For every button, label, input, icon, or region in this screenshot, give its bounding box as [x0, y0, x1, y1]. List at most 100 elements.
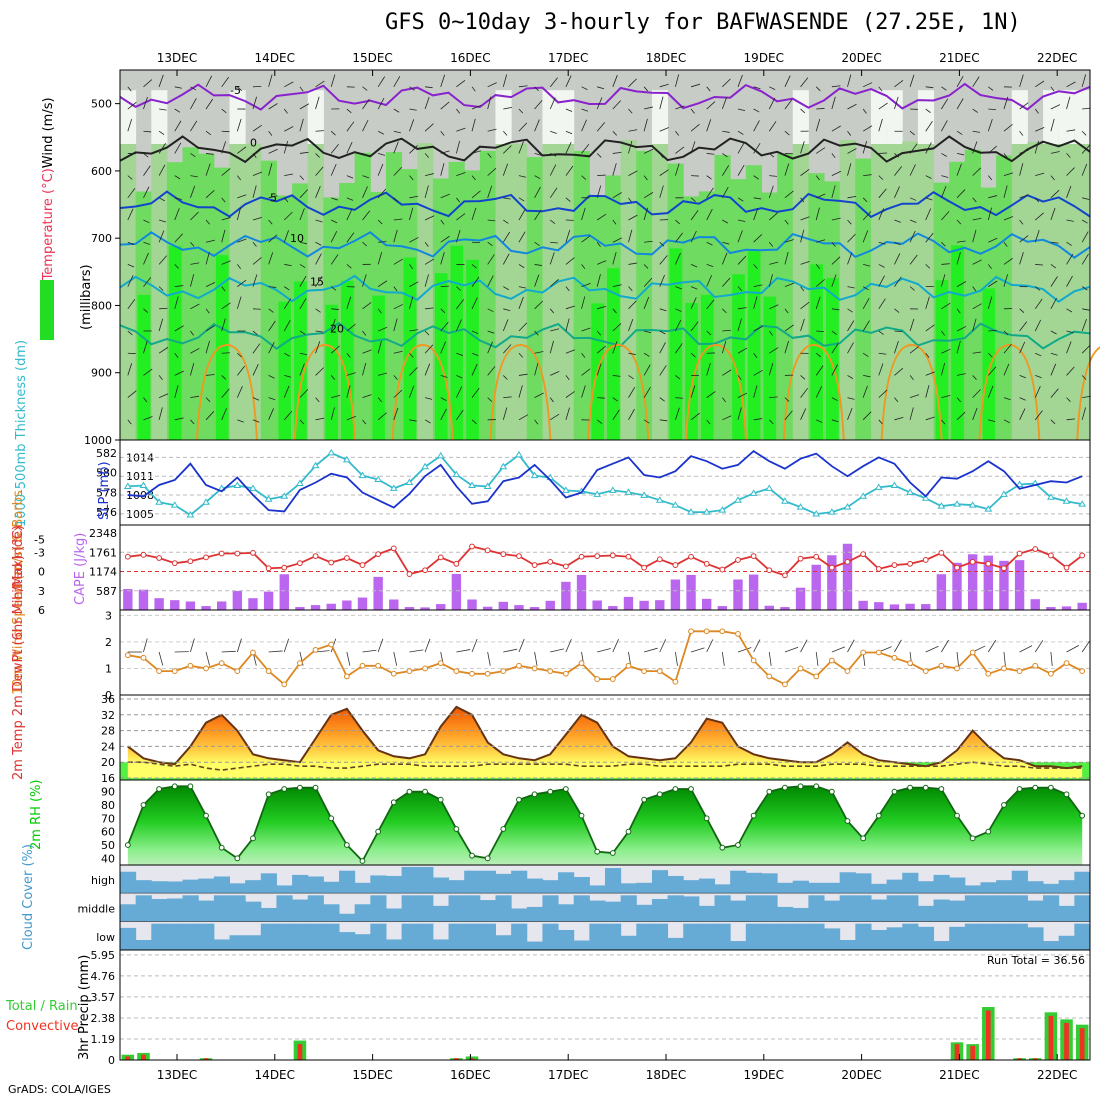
- wind-barb: [424, 215, 435, 221]
- wind-barb: [236, 386, 243, 398]
- surface-wind-barb: [409, 649, 424, 653]
- lifted-index-point: [390, 545, 397, 552]
- wind-barb: [565, 318, 570, 332]
- precip-tick: 1.19: [91, 1033, 116, 1046]
- wind-barb: [831, 330, 837, 335]
- slp-ylabel: SLP (mb): [97, 461, 112, 520]
- y-tick-label: 1000: [84, 434, 112, 447]
- lifted-index-point: [234, 550, 241, 557]
- lifted-index-point: [1079, 552, 1086, 559]
- cloud-bar: [198, 923, 215, 950]
- wind-barb: [1081, 231, 1089, 243]
- wind-speed-point: [735, 631, 741, 637]
- rh-column: [573, 151, 590, 441]
- surface-wind-barb: [847, 639, 855, 653]
- wind-barb: [362, 362, 367, 376]
- wind-barb: [847, 103, 857, 110]
- wind-barb: [956, 163, 962, 176]
- cloud-bar: [1011, 895, 1028, 922]
- wind-barb: [284, 375, 292, 378]
- wind-barb: [237, 86, 242, 91]
- wind-barb: [534, 209, 542, 221]
- wind-speed-point: [312, 646, 319, 653]
- date-label-bottom: 15DEC: [352, 1068, 392, 1082]
- wind-barb: [800, 197, 805, 203]
- surface-wind-barb: [158, 651, 164, 666]
- wind-barb: [252, 419, 260, 423]
- wind-barb: [550, 241, 558, 244]
- wind-barb: [1050, 388, 1059, 398]
- slp-tick: 1014: [126, 451, 154, 464]
- wind-barb: [722, 241, 730, 245]
- wind-barb: [1082, 197, 1090, 200]
- wind-barb: [925, 371, 935, 376]
- credit-label: GrADS: COLA/IGES: [8, 1083, 111, 1096]
- wind-barb: [659, 308, 667, 312]
- surface-wind-barb: [941, 639, 949, 653]
- cloud-row-label: high: [91, 874, 115, 887]
- wind-barb: [362, 119, 369, 132]
- wind-barb: [299, 151, 309, 154]
- rh-column-saturated: [732, 274, 745, 440]
- wind-barb: [987, 296, 993, 309]
- wind-barb: [440, 101, 450, 110]
- wind-barb: [831, 170, 842, 176]
- lifted-index-point: [250, 549, 256, 556]
- cape-bar: [170, 600, 180, 610]
- wind-speed-point: [422, 665, 428, 672]
- wind-barb: [346, 197, 354, 201]
- wind-barb: [565, 141, 572, 154]
- wind-barb: [722, 277, 731, 287]
- wind-barb: [909, 375, 914, 380]
- wind-barb: [174, 285, 184, 288]
- wind-barb: [988, 86, 994, 91]
- lifted-index-point: [766, 567, 773, 574]
- thickness-point: [1062, 497, 1071, 504]
- rh-column-saturated: [826, 278, 839, 440]
- cloud-bar: [464, 923, 481, 950]
- wind-barb: [675, 397, 684, 399]
- wind-speed-point: [672, 678, 679, 685]
- wind-barb: [972, 375, 977, 380]
- cape-tick: 587: [96, 585, 117, 598]
- wind-barb: [831, 241, 836, 247]
- wind-barb: [831, 256, 841, 265]
- wind-barb: [612, 251, 617, 265]
- cloud-bar: [292, 874, 309, 894]
- wind-barb: [221, 408, 227, 420]
- wind-barb: [205, 75, 213, 88]
- rh-point: [907, 784, 913, 791]
- wind-barb: [487, 366, 496, 376]
- surface-wind-barb: [424, 638, 431, 653]
- lifted-index-point: [938, 549, 945, 556]
- rh-point: [672, 786, 679, 792]
- surface-wind-barb: [456, 649, 471, 653]
- wind-barb: [768, 241, 774, 247]
- wind-barb: [284, 264, 292, 267]
- wind-barb: [346, 385, 351, 398]
- wind-barb: [1034, 108, 1039, 114]
- wind-barb: [1081, 144, 1091, 154]
- wind-barb: [925, 264, 931, 269]
- wind-barb: [330, 144, 339, 154]
- wind-barb: [252, 124, 262, 132]
- thickness-point: [749, 489, 758, 496]
- temp-line: [127, 705, 1083, 770]
- cape-bar: [811, 564, 821, 610]
- wind-barb: [941, 330, 945, 336]
- thickness-tick: 580: [96, 467, 117, 480]
- wind-barb: [518, 385, 523, 398]
- thickness-point: [452, 470, 461, 478]
- wind-speed-point: [531, 665, 538, 672]
- cape-bar: [717, 606, 728, 610]
- wind-barb: [534, 175, 541, 180]
- lifted-index-point: [562, 563, 569, 570]
- rh-column: [855, 158, 872, 440]
- wind-barb: [174, 370, 184, 376]
- wind-barb: [941, 153, 948, 157]
- wind-barb: [659, 83, 669, 88]
- temp-contour-25: [1076, 346, 1100, 441]
- wind-barb: [456, 299, 464, 310]
- wind-barb: [518, 231, 526, 243]
- wind-barb: [487, 96, 492, 110]
